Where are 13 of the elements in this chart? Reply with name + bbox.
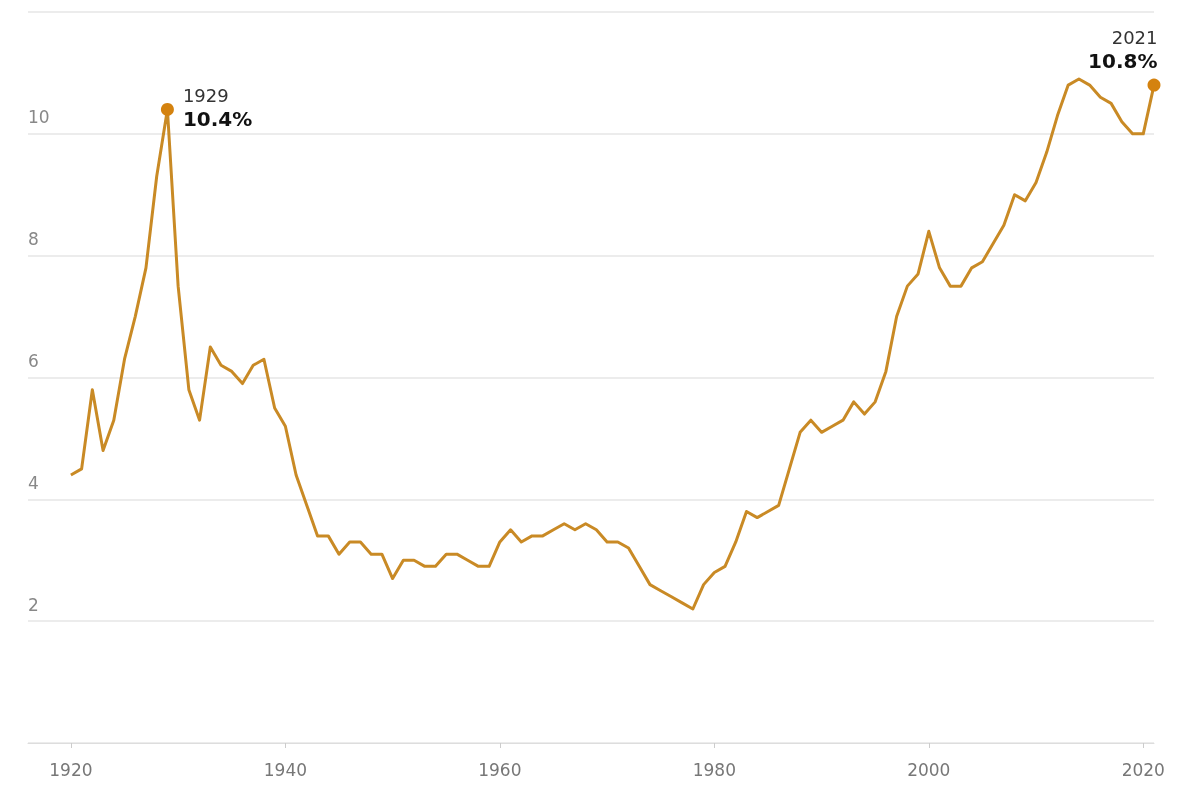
y-tick-label: 2 (28, 594, 39, 615)
y-tick-label: 4 (28, 472, 39, 493)
x-tick-label: 1920 (49, 759, 93, 780)
annotation: 1929 10.4% (182, 85, 253, 131)
x-tick-label: 2020 (1121, 759, 1165, 780)
y-tick-label: 10 (28, 107, 50, 128)
x-tick-label: 2000 (907, 759, 951, 780)
x-tick-label: 1980 (692, 759, 736, 780)
annotation: 2021 10.8% (1088, 27, 1158, 73)
x-tick-label: 1960 (478, 759, 522, 780)
y-tick-label: 6 (28, 351, 39, 371)
y-tick-label: 8 (28, 229, 39, 250)
x-tick-label: 1940 (263, 759, 307, 780)
